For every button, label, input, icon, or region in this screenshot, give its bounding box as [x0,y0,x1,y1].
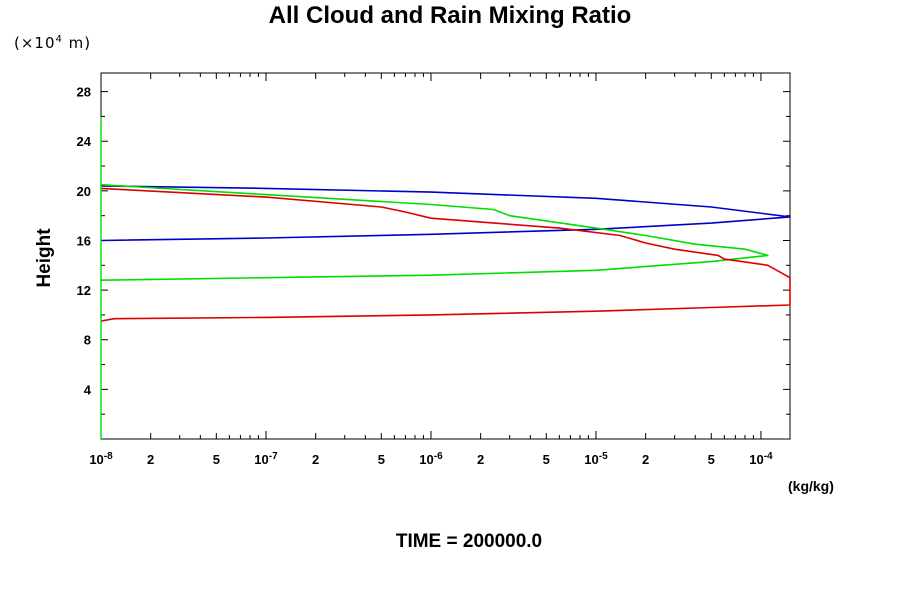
x-tick-label: 5 [213,452,220,467]
y-tick-label: 8 [84,333,91,348]
y-unit-suffix: m) [62,34,92,52]
y-tick-label: 4 [84,382,92,397]
y-tick-labels: 4 8 12 16 20 24 28 [77,85,92,398]
x-axis-unit: (kg/kg) [788,478,834,494]
y-tick-label: 20 [77,184,91,199]
y-axis-unit: (×104 m) [14,34,91,52]
series-layer [100,117,791,439]
series-line-3 [100,187,791,322]
y-tick-label: 16 [77,233,91,248]
x-tick-label: 5 [378,452,385,467]
axis-ticks [100,73,790,439]
chart-title: All Cloud and Rain Mixing Ratio [268,2,632,29]
x-tick-label: 2 [312,452,319,467]
y-tick-label: 24 [77,134,92,149]
y-tick-label: 28 [77,85,91,100]
x-tick-label: 2 [147,452,154,467]
x-tick-labels: 10-8 2 5 10-7 2 5 10-6 2 5 10-5 2 5 10-4 [89,451,773,467]
y-unit-exponent: 4 [55,34,63,45]
y-axis-label: Height [34,228,55,288]
x-tick-label: 2 [477,452,484,467]
y-tick-label: 12 [77,283,91,298]
x-tick-label: 10-7 [254,451,278,467]
x-tick-label: 10-6 [419,451,443,467]
x-tick-label: 10-4 [749,451,773,467]
x-tick-label: 10-8 [89,451,113,467]
time-label: TIME = 200000.0 [395,531,543,552]
x-tick-label: 2 [642,452,649,467]
x-tick-label: 10-5 [584,451,608,467]
plot-frame [100,72,791,440]
x-tick-label: 5 [708,452,715,467]
y-unit-prefix: (×10 [14,34,56,52]
series-line-2 [100,183,769,281]
x-tick-label: 5 [543,452,550,467]
series-line-1 [100,185,791,242]
